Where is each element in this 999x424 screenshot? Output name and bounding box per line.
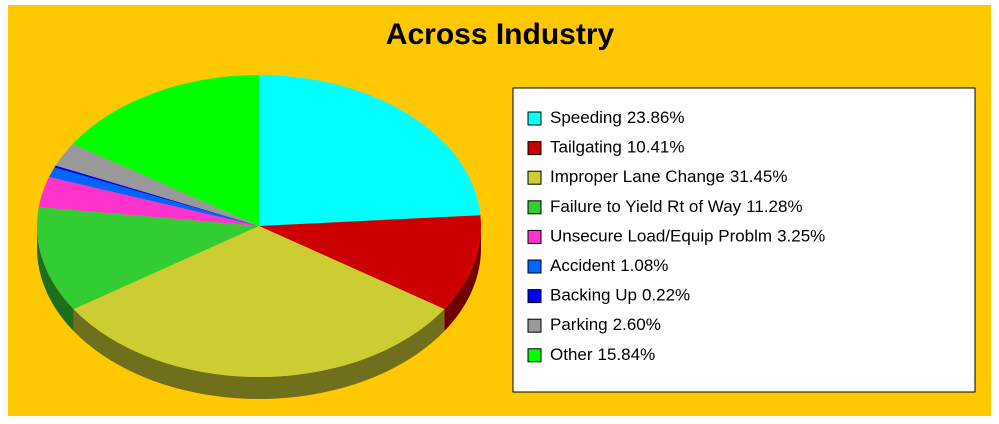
- legend-value: 11.28%: [746, 197, 802, 216]
- slice: [37, 207, 260, 310]
- legend-value: 3.25%: [777, 227, 825, 246]
- slice: [49, 167, 259, 226]
- legend-swatch: [527, 141, 542, 156]
- legend-category: Other: [550, 345, 593, 364]
- slice: [55, 143, 259, 226]
- legend-value: 23.86%: [627, 108, 685, 127]
- slice: [72, 75, 260, 226]
- legend-swatch: [527, 111, 542, 126]
- legend-label: Tailgating 10.41%: [550, 138, 685, 157]
- slice-side: [37, 226, 74, 332]
- legend-label: Parking 2.60%: [550, 316, 661, 335]
- legend-value: 10.41%: [627, 138, 685, 157]
- legend-category: Parking: [550, 316, 608, 335]
- legend-swatch: [527, 259, 542, 274]
- legend-label: Failure to Yield Rt of Way 11.28%: [550, 197, 803, 216]
- legend: [512, 87, 976, 393]
- legend-swatch: [527, 289, 542, 304]
- legend-label: Speeding 23.86%: [550, 108, 685, 127]
- legend-label: Backing Up 0.22%: [550, 286, 690, 305]
- legend-label: Unsecure Load/Equip Problm 3.25%: [550, 227, 825, 246]
- slice-side: [73, 309, 445, 399]
- legend-label: Other 15.84%: [550, 345, 655, 364]
- legend-category: Tailgating: [550, 138, 622, 157]
- legend-swatch: [527, 318, 542, 333]
- legend-category: Accident: [550, 256, 615, 275]
- legend-label: Accident 1.08%: [550, 256, 668, 275]
- chart-title: Across Industry: [386, 18, 615, 51]
- legend-category: Failure to Yield Rt of Way: [550, 197, 742, 216]
- legend-value: 2.60%: [613, 316, 661, 335]
- slice: [259, 75, 481, 226]
- legend-value: 0.22%: [642, 286, 690, 305]
- slice-side: [444, 226, 481, 332]
- legend-value: 31.45%: [730, 168, 788, 187]
- legend-value: 1.08%: [620, 256, 668, 275]
- slice: [259, 215, 481, 310]
- legend-swatch: [527, 200, 542, 215]
- legend-value: 15.84%: [598, 345, 656, 364]
- legend-category: Speeding: [550, 108, 622, 127]
- slice: [73, 226, 445, 377]
- legend-swatch: [527, 229, 542, 244]
- legend-category: Unsecure Load/Equip Problm: [550, 227, 772, 246]
- legend-swatch: [527, 170, 542, 185]
- legend-category: Improper Lane Change: [550, 168, 725, 187]
- slice: [54, 165, 259, 226]
- slice: [38, 177, 260, 226]
- legend-swatch: [527, 348, 542, 363]
- legend-category: Backing Up: [550, 286, 637, 305]
- legend-label: Improper Lane Change 31.45%: [550, 168, 788, 187]
